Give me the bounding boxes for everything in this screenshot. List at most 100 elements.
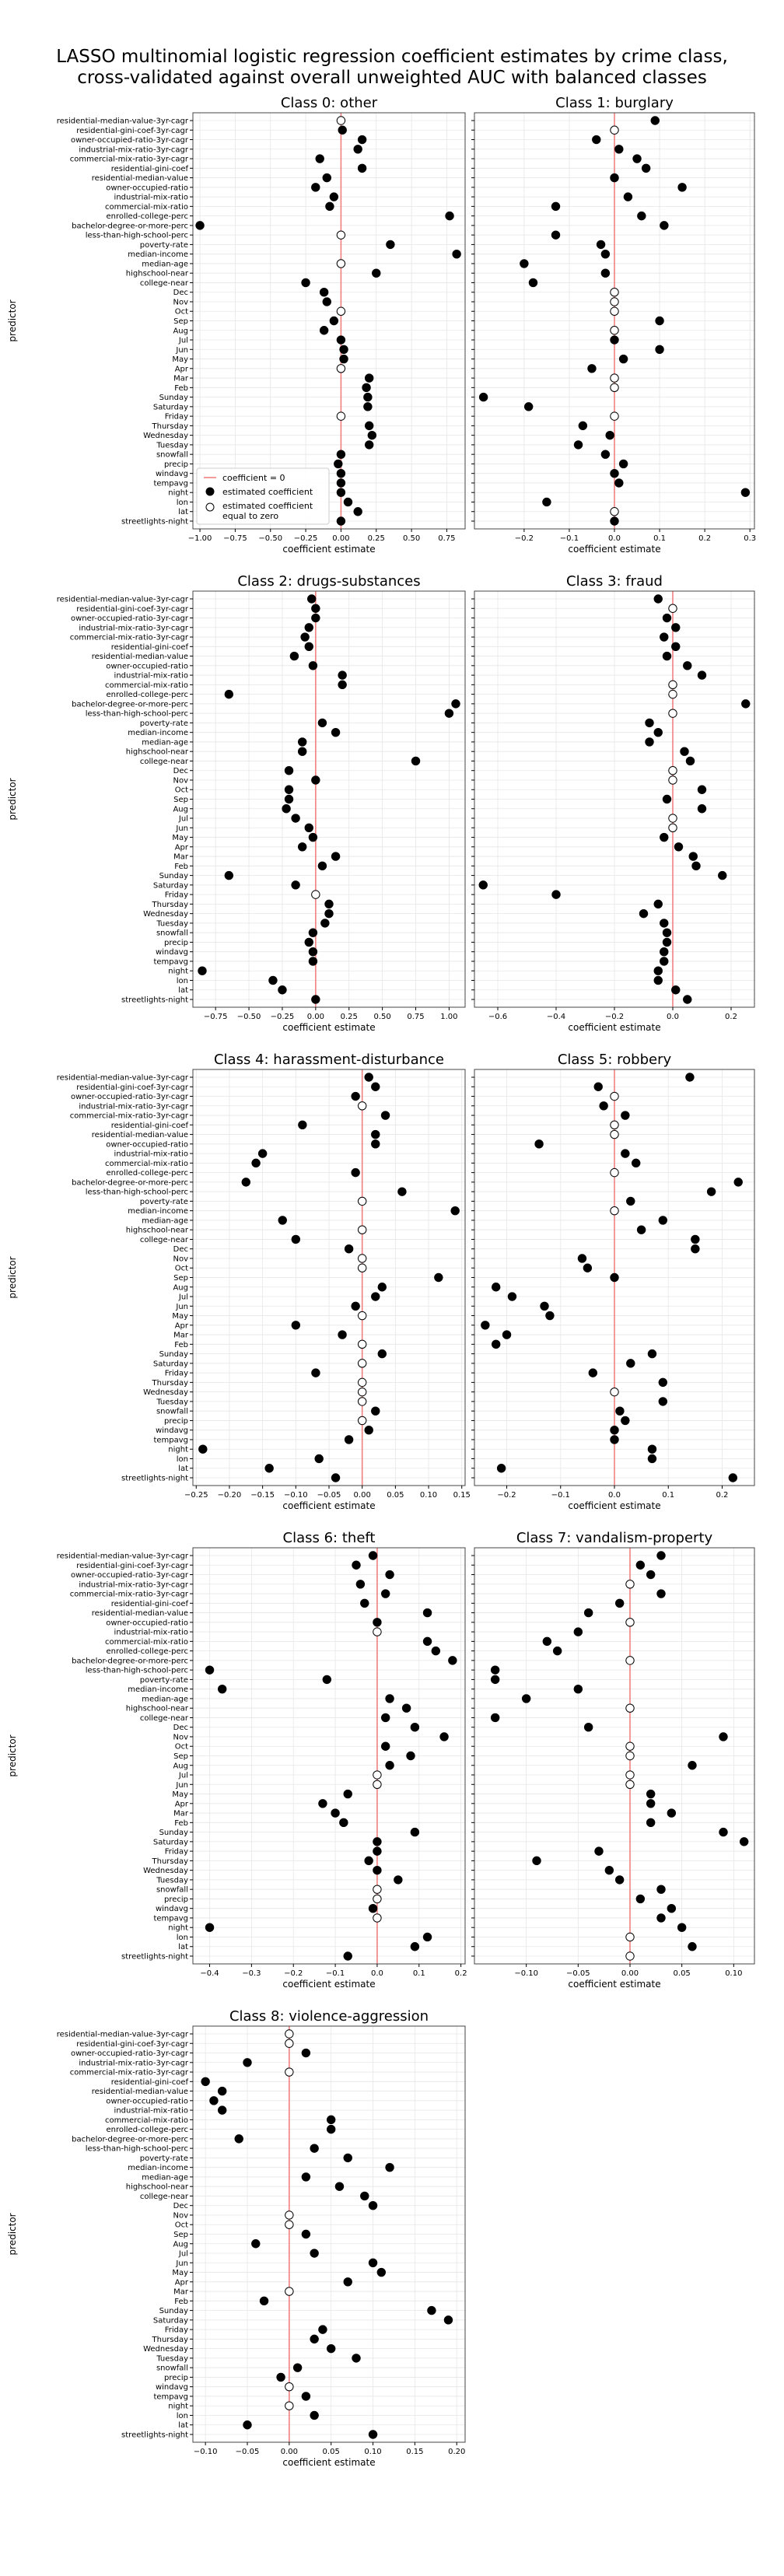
coefficient-point [683,995,692,1004]
coefficient-point [353,145,362,154]
coefficient-point [718,870,727,880]
y-tick-label: industrial-mix-ratio-3yr-cagr [79,1580,189,1589]
coefficient-point [304,937,313,947]
coefficient-point [593,1082,603,1091]
zero-coefficient-point [610,1129,619,1139]
coefficient-point [304,823,313,832]
y-tick-label: lon [177,977,188,985]
y-tick-label: less-than-high-school-perc [86,232,188,240]
y-tick-label: Aug [173,1283,188,1292]
coefficient-point [352,2354,361,2363]
y-tick-label: residential-median-value-3yr-cagr [57,1552,189,1561]
x-tick-label: −0.20 [218,1491,242,1500]
y-tick-label: residential-median-value [92,174,188,183]
coefficient-point [217,2105,227,2115]
zero-coefficient-point [625,1580,635,1589]
coefficient-point [653,727,663,737]
chart-panel-4: Class 4: harassment-disturbance −0.25 −0.2… [7,1052,471,1511]
x-tick-label: 0.10 [725,1969,742,1978]
coefficient-point [610,1272,619,1283]
y-tick-label: Nov [173,1733,188,1741]
zero-coefficient-point [357,1263,367,1272]
coefficient-point [367,430,377,440]
coefficient-point [291,1234,301,1244]
legend-box [196,467,330,525]
coefficient-point [656,1551,666,1560]
coefficient-point [209,2096,219,2105]
coefficient-point [618,459,628,469]
coefficient-point [410,1723,420,1732]
y-tick-label: Wednesday [143,2345,188,2354]
y-tick-label: tempavg [153,479,188,488]
x-tick-label: −0.75 [223,534,247,543]
coefficient-point [481,1321,490,1330]
coefficient-point [733,1178,743,1187]
coefficient-point [276,2372,285,2382]
coefficient-point [444,709,454,718]
zero-coefficient-point [285,2029,294,2039]
coefficient-point [397,1187,407,1196]
x-tick-label: −0.15 [250,1491,275,1500]
y-tick-label: Sunday [159,1829,188,1837]
coefficient-point [291,880,300,890]
coefficient-point [450,1206,460,1216]
zero-coefficient-point [625,1703,635,1713]
y-tick-label: Jul [178,1772,188,1780]
x-tick-label: 0.10 [420,1491,437,1500]
y-tick-label: median-income [128,729,188,737]
y-tick-label: Oct [175,1265,188,1273]
y-tick-label: Apr [175,2278,189,2287]
panel-title: Class 7: vandalism-property [516,1530,713,1546]
coefficient-point [201,2077,210,2087]
y-tick-label: Saturday [153,403,188,411]
coefficient-point [610,1435,619,1444]
coefficient-point [660,632,669,642]
coefficient-point [315,154,324,163]
y-tick-label: highschool-near [126,748,189,757]
coefficient-point [685,756,695,766]
zero-coefficient-point [373,1894,382,1904]
coefficient-point [317,718,327,728]
coefficient-point [198,1444,208,1454]
figure-title-line-1: LASSO multinomial logistic regression co… [56,47,728,67]
y-tick-label: residential-median-value-3yr-cagr [57,117,189,126]
coefficient-point [329,316,339,326]
y-tick-label: Jun [175,824,188,833]
y-tick-label: Saturday [153,1838,188,1846]
y-tick-label: median-age [142,1216,188,1225]
coefficient-point [610,335,619,345]
coefficient-point [658,1397,668,1406]
coefficient-point [728,1473,738,1482]
coefficient-point [380,1589,390,1598]
coefficient-point [320,919,330,928]
zero-coefficient-point [285,2401,294,2410]
coefficient-point [368,1903,378,1913]
zero-coefficient-point [336,230,346,240]
x-tick-label: −0.05 [317,1491,341,1500]
y-tick-label: commercial-mix-ratio-3yr-cagr [70,2069,189,2077]
coefficient-point [351,1091,360,1101]
y-tick-label: residential-median-value-3yr-cagr [57,1074,189,1083]
coefficient-point [422,1636,432,1647]
zero-coefficient-point [610,125,619,135]
y-tick-label: bachelor-degree-or-more-perc [72,700,188,709]
x-tick-label: 0.1 [662,1491,674,1500]
y-tick-label: residential-gini-coef [111,165,189,173]
coefficient-point [691,861,701,871]
y-tick-label: commercial-mix-ratio-3yr-cagr [70,1112,189,1121]
x-tick-label: 0.50 [373,1013,390,1021]
y-tick-label: precip [164,1417,188,1426]
coefficient-point [610,1425,619,1435]
y-tick-label: May [172,355,188,364]
coefficient-point [364,1425,373,1435]
coefficient-point [224,870,234,880]
y-tick-label: streetlights-night [121,1475,188,1483]
coefficient-point [621,1416,630,1426]
y-tick-label: commercial-mix-ratio-3yr-cagr [70,634,189,642]
coefficient-point [583,1608,593,1618]
x-tick-label: −0.2 [284,1969,303,1978]
x-tick-label: −0.05 [236,2448,260,2456]
x-tick-label: −0.1 [326,1969,345,1978]
coefficient-point [308,957,318,966]
x-axis-label: coefficient estimate [282,2457,375,2468]
